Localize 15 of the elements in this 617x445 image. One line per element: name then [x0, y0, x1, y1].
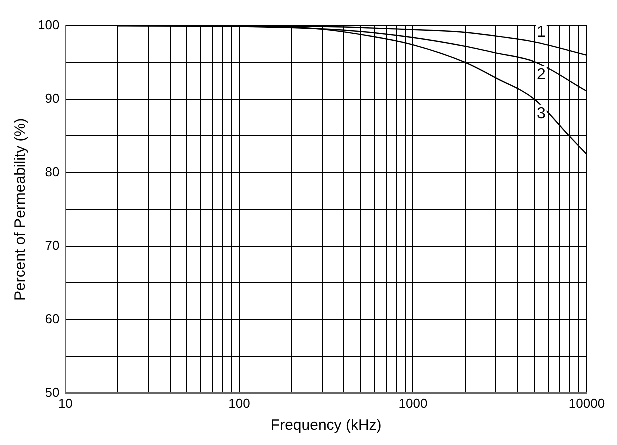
y-tick-label: 100: [38, 18, 60, 33]
x-tick-label: 10000: [568, 396, 606, 411]
y-axis-title: Percent of Permeability (%): [12, 118, 30, 301]
series-label: 2: [537, 66, 546, 84]
series-label: 3: [537, 105, 546, 122]
y-tick-label: 50: [45, 384, 60, 400]
series-label: 1: [537, 24, 546, 42]
y-tick-label: 60: [45, 312, 60, 326]
y-tick-label: 90: [45, 91, 60, 106]
y-tick-label: 80: [45, 164, 60, 180]
y-tick-label: 70: [45, 238, 60, 254]
x-axis-title: Frequency (kHz): [270, 417, 382, 434]
x-tick-label: 10: [58, 396, 73, 411]
x-tick-label: 100: [228, 396, 250, 411]
x-tick-label: 1000: [398, 396, 428, 411]
